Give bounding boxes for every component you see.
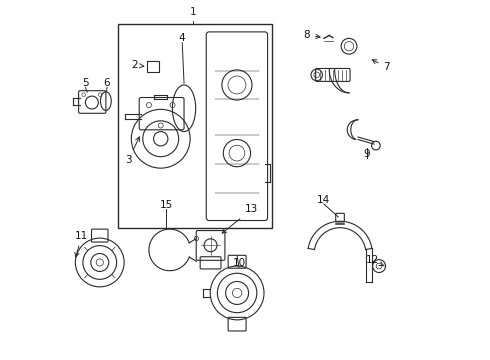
Text: 12: 12 xyxy=(366,255,384,266)
Text: 4: 4 xyxy=(179,33,186,43)
Text: 1: 1 xyxy=(190,7,196,17)
Text: 10: 10 xyxy=(232,258,245,268)
Text: 5: 5 xyxy=(82,78,89,88)
Text: 14: 14 xyxy=(317,195,331,205)
Text: 7: 7 xyxy=(372,60,390,72)
Text: 2: 2 xyxy=(132,60,144,70)
Bar xyxy=(118,24,272,228)
Bar xyxy=(147,61,159,72)
Text: 6: 6 xyxy=(103,78,110,88)
Text: 9: 9 xyxy=(364,149,370,159)
Text: 13: 13 xyxy=(222,204,258,233)
Text: 11: 11 xyxy=(75,231,89,257)
Text: 15: 15 xyxy=(159,200,173,210)
Text: 8: 8 xyxy=(303,30,320,40)
Text: 3: 3 xyxy=(125,137,140,165)
